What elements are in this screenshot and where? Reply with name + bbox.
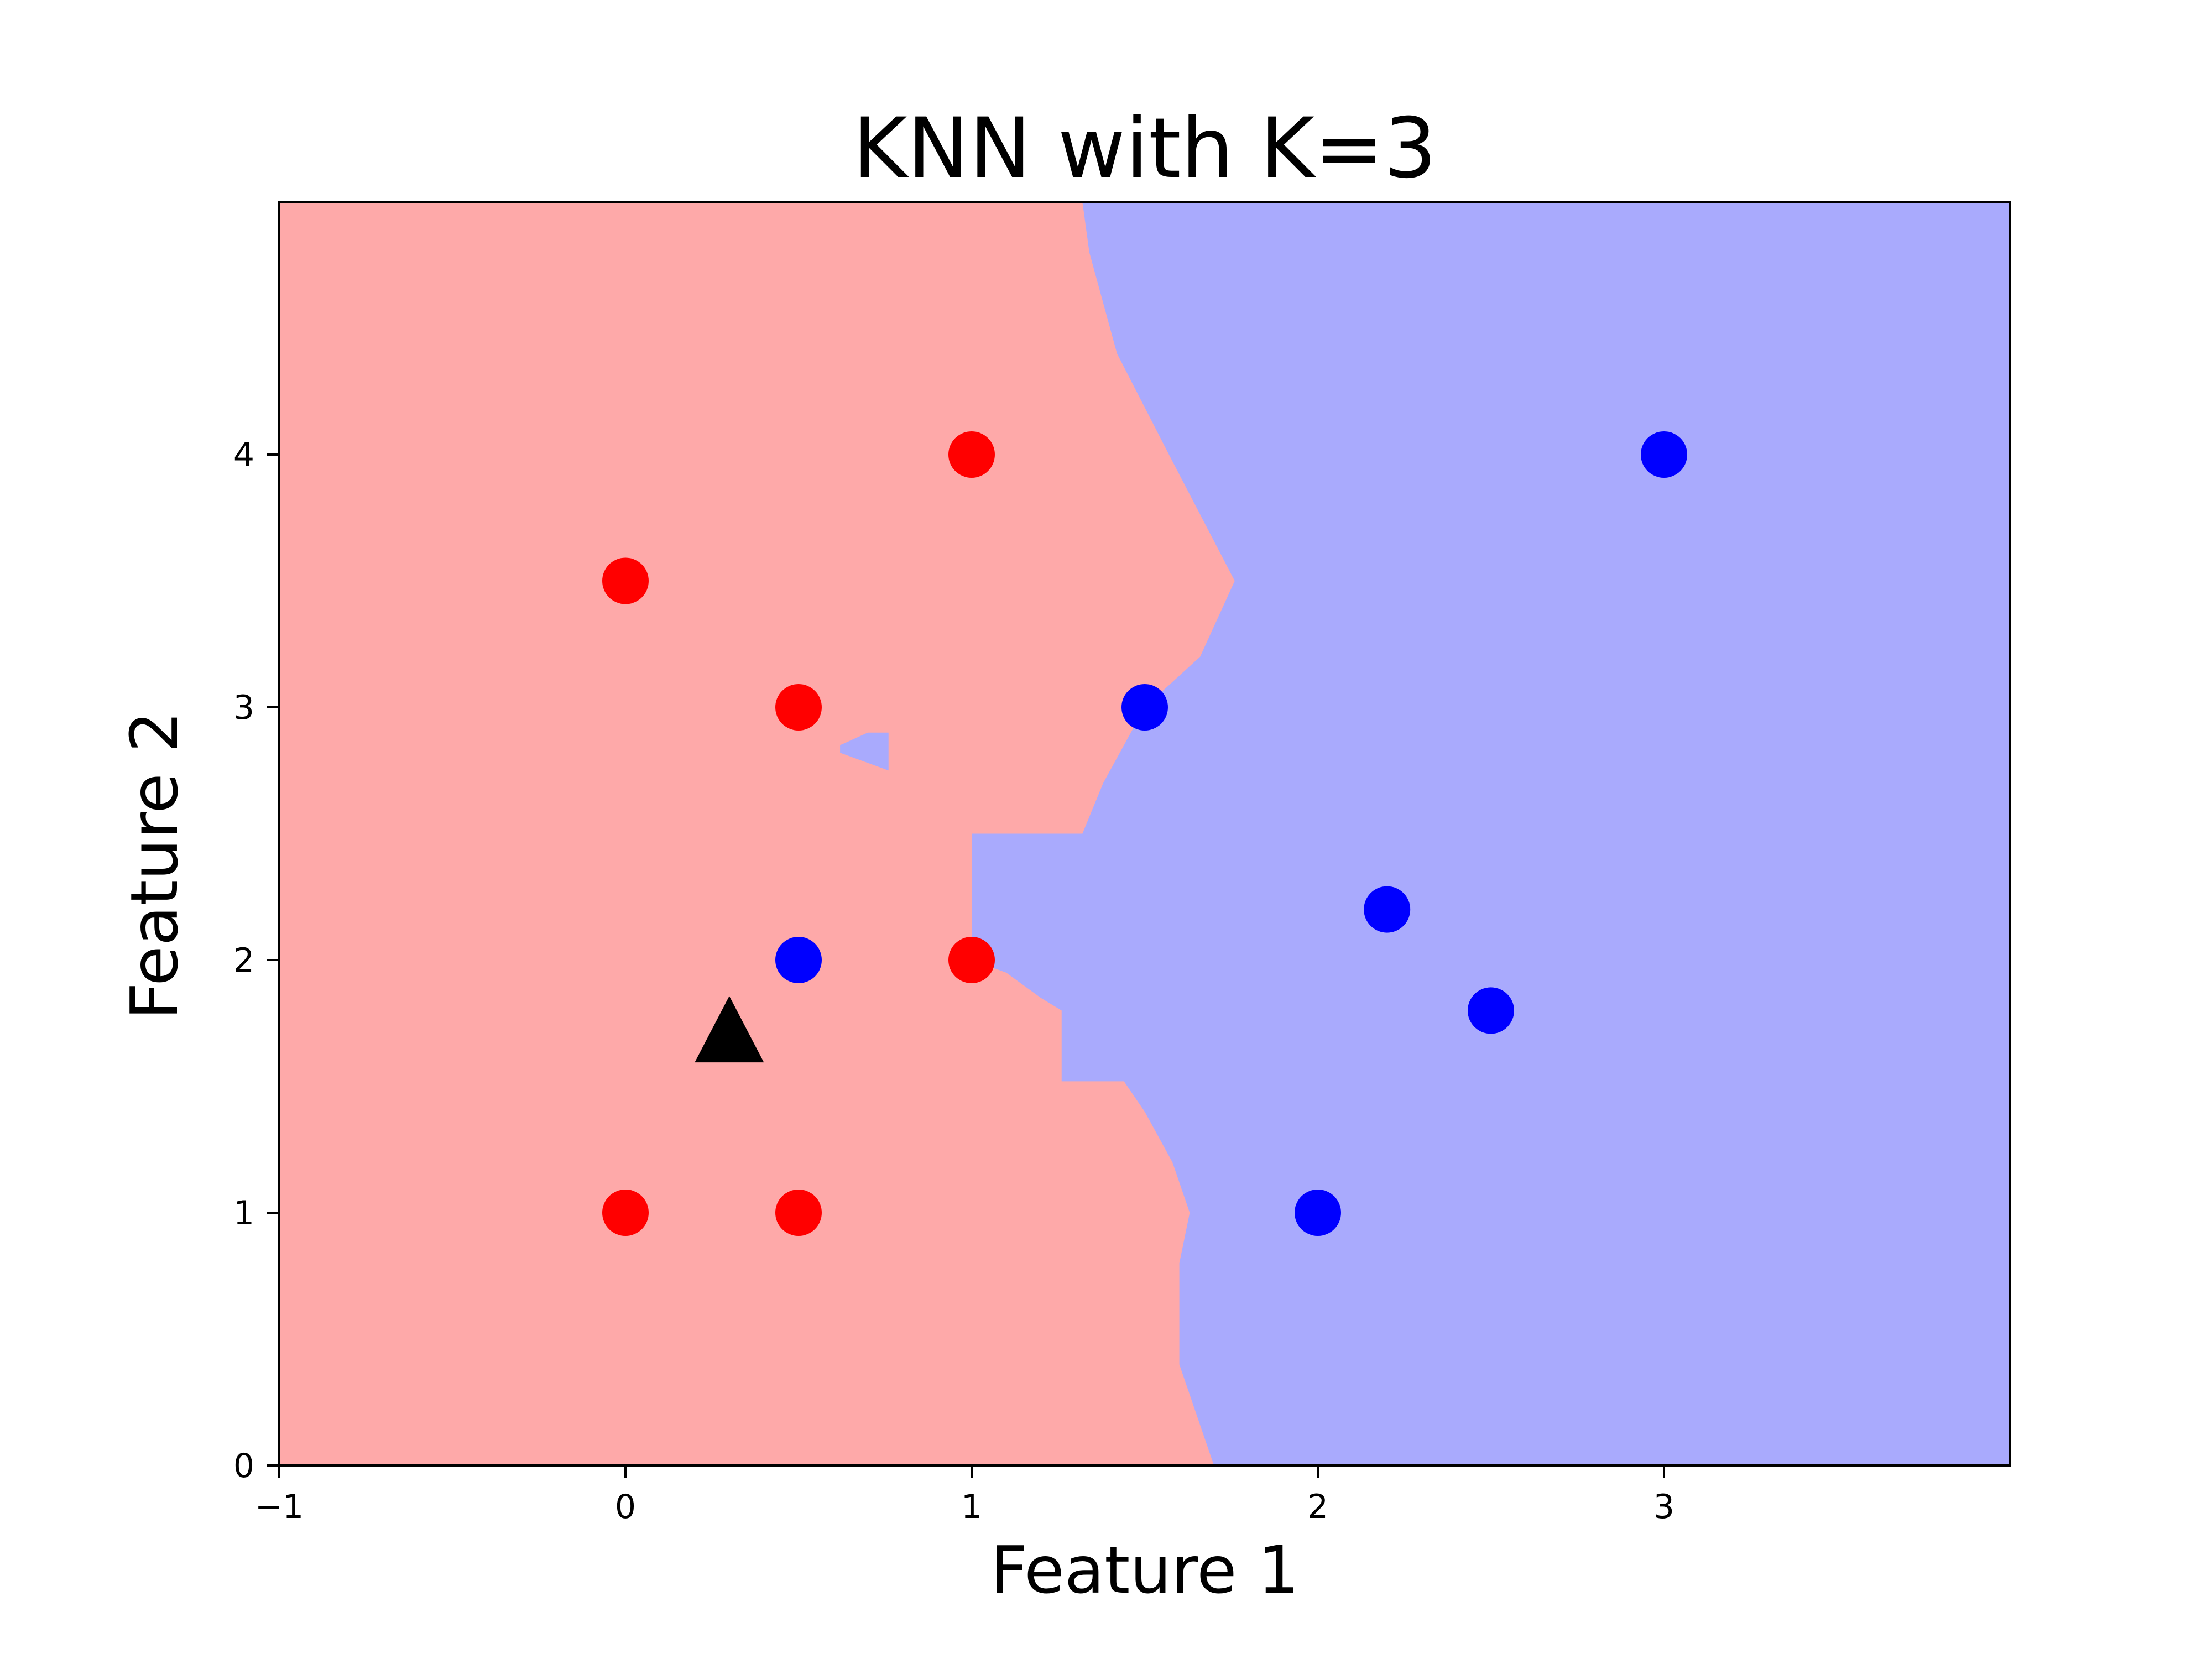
x-tick-label: 0 [615,1488,636,1526]
x-tick-label: 1 [961,1488,982,1526]
data-point-series0-4 [602,1190,649,1236]
y-axis-ticks: 0 1 2 3 4 [233,436,279,1485]
data-point-series1-0 [1641,431,1687,478]
y-tick-label: 2 [233,941,254,980]
data-point-series0-5 [775,1190,822,1236]
data-point-series0-2 [775,684,822,731]
decision-region-blue [972,202,2010,1465]
y-axis-label: Feature 2 [116,711,192,1020]
y-tick-label: 1 [233,1194,254,1233]
data-point-series0-3 [948,937,995,983]
x-axis-ticks: −1 0 1 2 3 [255,1465,1674,1526]
y-tick-label: 0 [233,1447,254,1485]
data-point-series0-0 [948,431,995,478]
plot-frame [278,201,2011,1467]
decision-region-blue-island [840,732,889,771]
query-point-triangle [695,996,764,1063]
data-point-series1-2 [775,937,822,983]
data-point-series1-3 [1364,886,1411,933]
x-tick-label: 2 [1307,1488,1328,1526]
chart-title: KNN with K=3 [853,101,1437,197]
data-point-series1-1 [1121,684,1168,731]
data-point-series1-4 [1468,987,1514,1034]
y-tick-label: 3 [233,688,254,727]
x-tick-label: 3 [1653,1488,1674,1526]
data-points [602,431,1687,1236]
data-point-series1-5 [1295,1190,1341,1236]
y-tick-label: 4 [233,436,254,474]
plot-area [278,201,2011,1467]
data-point-series0-1 [602,557,649,604]
x-tick-label: −1 [255,1488,304,1526]
x-axis-label: Feature 1 [990,1532,1299,1608]
